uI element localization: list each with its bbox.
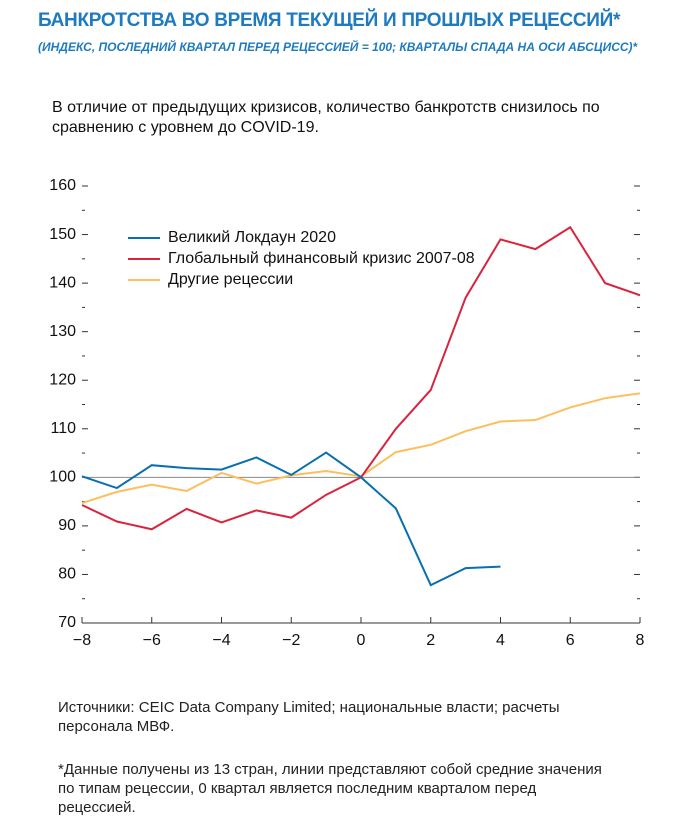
legend-label: Великий Локдаун 2020 [168,229,336,246]
x-tick-label: −2 [282,632,300,649]
title: БАНКРОТСТВА ВО ВРЕМЯ ТЕКУЩЕЙ И ПРОШЛЫХ Р… [38,10,621,31]
y-tick-label: 160 [49,177,76,194]
annotation: В отличие от предыдущих кризисов, количе… [52,99,600,136]
x-tick-label: −4 [212,632,230,649]
x-tick-label: 6 [566,632,575,649]
y-tick-label: 150 [49,226,76,243]
x-tick-label: 2 [426,632,435,649]
x-tick-label: 0 [357,632,366,649]
y-tick-label: 130 [49,323,76,340]
y-tick-label: 140 [49,274,76,291]
y-tick-label: 100 [49,469,76,486]
x-tick-label: −6 [143,632,161,649]
y-tick-label: 90 [58,517,76,534]
chart: 70 80 90 100 110 120 130 140 150 160 −8 −6 −4 −2 0 2 4 6 8… [49,177,645,649]
x-tick-label: 8 [636,632,645,649]
x-tick-label: 4 [496,632,505,649]
y-tick-label: 120 [49,371,76,388]
footnote: *Данные получены из 13 стран, линии пред… [58,761,602,816]
line-series [81,392,641,505]
line-series [81,451,501,587]
y-tick-label: 70 [58,614,76,631]
legend-label: Другие рецессии [168,271,293,288]
legend-label: Глобальный финансовый кризис 2007-08 [168,250,475,267]
line-series [81,225,641,531]
y-tick-label: 110 [50,420,76,437]
y-tick-label: 80 [58,566,76,583]
source: Источники: CEIC Data Company Limited; на… [58,699,560,735]
x-tick-label: −8 [73,632,91,649]
subtitle: (ИНДЕКС, ПОСЛЕДНИЙ КВАРТАЛ ПЕРЕД РЕЦЕССИ… [38,40,638,54]
